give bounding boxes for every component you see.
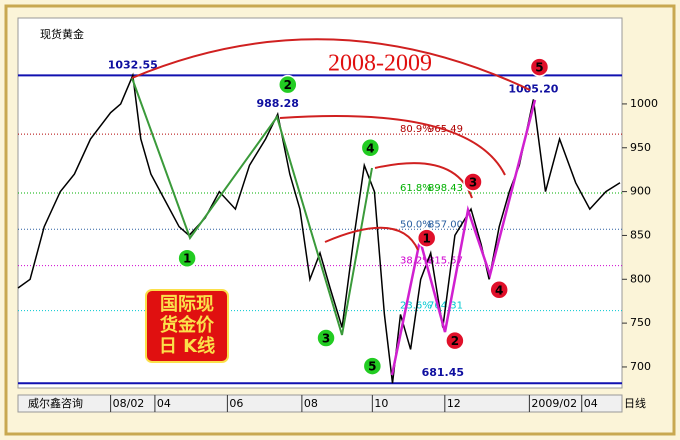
badge bbox=[145, 289, 229, 363]
fib-pct: 80.9% bbox=[400, 124, 432, 135]
plot-area bbox=[17, 17, 623, 389]
y-tick-label: 1000 bbox=[630, 97, 658, 110]
wave-line bbox=[390, 99, 537, 376]
wave-label: 4 bbox=[495, 283, 503, 297]
x-tick-label: 08 bbox=[304, 397, 318, 410]
fib-value: 857.00 bbox=[428, 219, 463, 230]
badge-text: 货金价 bbox=[160, 314, 215, 336]
x-left-label: 威尔鑫咨询 bbox=[28, 396, 83, 410]
x-tick-label: 2009/02 bbox=[531, 397, 577, 410]
key-label: 681.45 bbox=[422, 366, 464, 379]
wave-marker bbox=[362, 356, 383, 376]
wave-label: 2 bbox=[451, 334, 459, 348]
x-tick-label: 04 bbox=[584, 397, 598, 410]
y-tick-label: 800 bbox=[630, 272, 651, 285]
x-right-label: 日线 bbox=[624, 396, 646, 410]
x-tick-label: 06 bbox=[229, 397, 243, 410]
x-axis-strip bbox=[17, 394, 623, 413]
wave-label: 1 bbox=[183, 252, 191, 266]
x-tick-label: 04 bbox=[157, 397, 171, 410]
wave-marker bbox=[278, 74, 298, 95]
badge-text: 国际现 bbox=[160, 294, 214, 315]
wave-label: 4 bbox=[366, 141, 374, 155]
wave-marker bbox=[416, 228, 437, 248]
y-tick-label: 950 bbox=[630, 141, 651, 154]
y-tick-label: 850 bbox=[630, 228, 651, 241]
wave-label: 3 bbox=[469, 175, 477, 189]
arc bbox=[131, 38, 531, 91]
wave-marker bbox=[445, 330, 465, 351]
wave-label: 3 bbox=[322, 332, 330, 346]
wave-marker bbox=[360, 138, 381, 158]
x-tick-label: 08/02 bbox=[113, 397, 145, 410]
badge-text: 日 K线 bbox=[159, 335, 215, 357]
wave-label: 2 bbox=[284, 78, 292, 92]
fib-pct: 50.0% bbox=[400, 219, 432, 230]
wave-line bbox=[131, 77, 373, 336]
wave-marker bbox=[463, 172, 483, 192]
arc bbox=[324, 226, 419, 251]
annotation: 2008-2009 bbox=[328, 51, 432, 77]
fib-value: 898.43 bbox=[428, 183, 463, 194]
wave-marker bbox=[316, 328, 336, 348]
wave-label: 5 bbox=[535, 61, 543, 75]
wave-marker bbox=[489, 280, 509, 300]
wave-label: 5 bbox=[368, 360, 376, 374]
wave-label: 1 bbox=[423, 232, 431, 246]
wave-marker bbox=[529, 57, 550, 77]
key-label: 1032.55 bbox=[108, 58, 158, 71]
arc bbox=[279, 114, 506, 176]
fib-pct: 23.6% bbox=[400, 301, 432, 312]
y-tick-label: 750 bbox=[630, 316, 651, 329]
y-tick-label: 700 bbox=[630, 360, 651, 373]
y-tick-label: 900 bbox=[630, 185, 651, 198]
wave-marker bbox=[177, 248, 197, 268]
x-tick-label: 10 bbox=[374, 397, 388, 410]
fib-pct: 61.8% bbox=[400, 183, 432, 194]
key-label: 988.28 bbox=[256, 97, 298, 110]
chart-title: 现货黄金 bbox=[40, 27, 84, 41]
fib-value: 815.57 bbox=[428, 256, 463, 267]
frame-border bbox=[4, 4, 676, 436]
x-tick-label: 12 bbox=[447, 397, 461, 410]
